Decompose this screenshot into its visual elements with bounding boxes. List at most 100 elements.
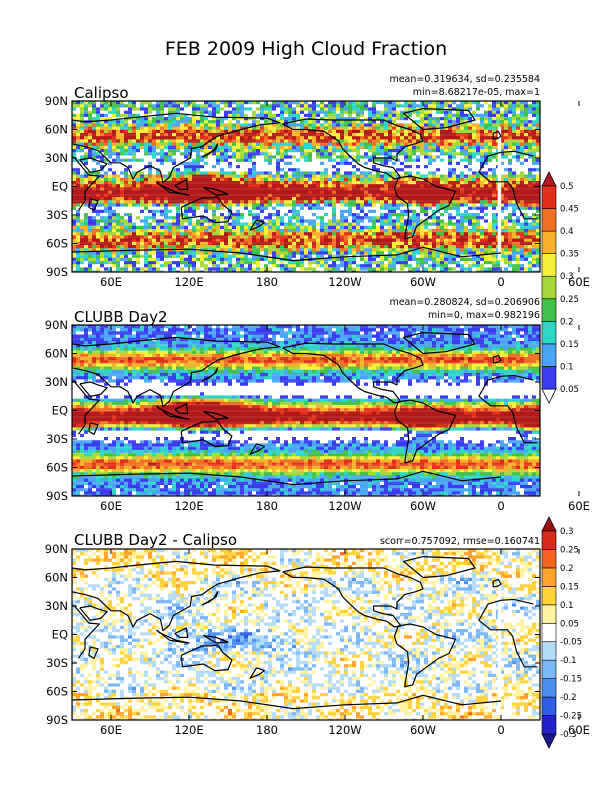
y-tick-label: EQ <box>52 404 68 418</box>
x-tick-label: 60W <box>410 723 436 737</box>
y-tick-label: 30N <box>45 151 68 165</box>
colorbar-segment <box>541 641 557 661</box>
colorbar-label: 0.3 <box>560 272 574 282</box>
y-axis: 90N 60N 30N EQ 30S 60S 90S <box>45 542 540 727</box>
coastline <box>282 566 424 628</box>
colorbar-segment <box>541 185 557 209</box>
coastline <box>492 354 502 364</box>
colorbar-label: 0.35 <box>560 250 579 260</box>
colorbar-label: -0.3 <box>560 730 577 740</box>
colorbar-label: -0.2 <box>560 693 577 703</box>
x-tick-label: 60E <box>100 499 122 513</box>
colorbar-label: -0.15 <box>560 675 582 685</box>
panel-stats-line1: scorr=0.757092, rmse=0.160741 <box>380 536 540 547</box>
colorbar-segment <box>541 715 557 735</box>
x-tick-label: 180 <box>256 723 278 737</box>
coastline <box>174 403 189 414</box>
x-tick-label: 120W <box>328 275 361 289</box>
y-tick-label: 30N <box>45 375 68 389</box>
map-field <box>72 549 540 720</box>
x-tick-label: 120E <box>174 275 203 289</box>
coastline <box>282 118 424 180</box>
colorbar-label: 0.45 <box>560 205 579 215</box>
colorbar-arrow-top <box>541 516 557 532</box>
colorbar-segment <box>541 659 557 679</box>
y-tick-label: 90N <box>45 542 68 556</box>
x-axis: 60E 120E 180 120W 60W 0 60E <box>100 549 590 737</box>
y-tick-label: 60N <box>45 123 68 137</box>
coastline <box>393 399 457 464</box>
colorbar-segment <box>541 366 557 390</box>
y-tick-label: 90S <box>46 713 68 727</box>
y-tick-label: 60S <box>46 685 68 699</box>
y-tick-label: 30N <box>45 599 68 613</box>
y-tick-label: 30S <box>46 208 68 222</box>
colorbar-difference: -0.3 -0.25 -0.2 -0.15 -0.1 -0.05 0.05 0.1 0.15 0.… <box>541 516 582 749</box>
coastline <box>249 219 265 231</box>
colorbar-label: 0.1 <box>560 362 574 372</box>
colorbar-segment <box>541 275 557 300</box>
x-tick-label: 60W <box>410 499 436 513</box>
x-tick-label: 0 <box>497 499 504 513</box>
colorbar-segment <box>541 253 557 277</box>
y-tick-label: EQ <box>52 628 68 642</box>
coastline <box>282 342 424 404</box>
x-tick-label: 60E <box>568 499 590 513</box>
colorbar-label: 0.5 <box>560 182 574 192</box>
coastline <box>180 644 233 672</box>
colorbar-label: 0.4 <box>560 227 574 237</box>
colorbar-label: 0.15 <box>560 340 579 350</box>
x-tick-label: 60E <box>100 275 122 289</box>
coastline <box>72 694 502 720</box>
coastline <box>203 634 229 644</box>
x-tick-label: 120E <box>174 499 203 513</box>
coastline <box>79 605 108 621</box>
y-axis: 90N 60N 30N EQ 30S 60S 90S <box>45 94 540 279</box>
map-field <box>72 325 540 496</box>
y-tick-label: 90N <box>45 94 68 108</box>
x-tick-label: 60E <box>568 723 590 737</box>
colorbar-label: 0.2 <box>560 564 574 574</box>
colorbar-segment <box>541 604 557 624</box>
coastline <box>72 336 281 408</box>
coastline <box>180 420 233 448</box>
y-tick-label: 90S <box>46 265 68 279</box>
x-tick-label: 60W <box>410 275 436 289</box>
colorbar-label: 0.2 <box>560 317 574 327</box>
colorbar-segment <box>541 230 557 254</box>
coastline <box>393 623 457 688</box>
y-tick-label: 90S <box>46 489 68 503</box>
y-axis: 90N 60N 30N EQ 30S 60S 90S <box>45 318 540 503</box>
panel-stats-line2: min=0, max=0.982196 <box>428 310 540 321</box>
panel-calipso: Calipso mean=0.319634, sd=0.235584 min=8… <box>45 74 590 289</box>
coastline <box>402 108 476 131</box>
y-tick-label: 30S <box>46 656 68 670</box>
coastline <box>79 157 108 173</box>
coastlines <box>72 332 538 496</box>
coastline <box>202 186 229 196</box>
map-field <box>72 101 540 272</box>
colorbar-arrow-bottom <box>541 388 557 404</box>
coastline <box>88 422 99 435</box>
coastline <box>201 367 219 382</box>
colorbar-label: -0.25 <box>560 712 582 722</box>
y-tick-label: 30S <box>46 432 68 446</box>
colorbar-label: 0.25 <box>560 295 579 305</box>
coastline <box>72 112 281 184</box>
coastline <box>174 179 189 190</box>
coastline <box>88 646 99 659</box>
panel-title: CLUBB Day2 - Calipso <box>74 531 237 549</box>
x-tick-label: 0 <box>497 275 504 289</box>
x-tick-label: 180 <box>256 499 278 513</box>
y-tick-label: 60N <box>45 571 68 585</box>
colorbar-cloud-fraction: 0.05 0.1 0.15 0.2 0.25 0.3 0.35 0.4 0.45 0.5 <box>541 171 579 404</box>
colorbar-segment <box>541 321 557 345</box>
coastline <box>72 560 281 632</box>
colorbar-label: 0.05 <box>560 385 579 395</box>
colorbar-arrow-bottom <box>541 733 557 749</box>
colorbar-label: 0.15 <box>560 582 579 592</box>
x-tick-label: 120W <box>328 499 361 513</box>
colorbar-segment <box>541 343 557 367</box>
coastline <box>202 410 229 420</box>
y-tick-label: 60S <box>46 237 68 251</box>
